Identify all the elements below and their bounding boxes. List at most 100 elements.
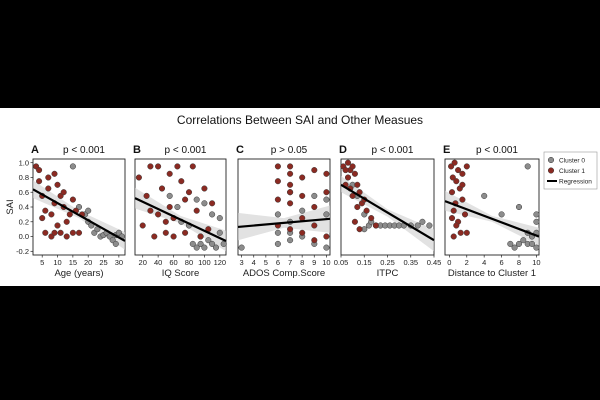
- cluster-1-point: [354, 203, 361, 211]
- cluster-1-point: [185, 189, 193, 196]
- regression-line: [444, 200, 540, 238]
- figure: Correlations Between SAI and Other Measu…: [0, 108, 600, 286]
- cluster-1-point: [349, 192, 356, 199]
- cluster-1-point: [209, 200, 216, 207]
- cluster-1-point: [344, 174, 352, 181]
- cluster-0-point: [528, 240, 536, 247]
- cluster-1-point: [311, 237, 318, 244]
- cluster-1-point: [449, 174, 456, 181]
- cluster-1-point: [60, 189, 67, 196]
- cluster-1-point: [299, 192, 306, 199]
- cluster-1-point: [143, 192, 150, 199]
- panel-letter: E: [443, 144, 450, 156]
- x-tick-label: 60: [169, 258, 177, 267]
- cluster-0-point: [166, 192, 173, 199]
- cluster-1-point: [463, 229, 470, 236]
- regression-line: [237, 217, 331, 229]
- regression-line: [134, 197, 227, 242]
- cluster-1-point: [311, 222, 318, 229]
- x-tick-label: 120: [214, 258, 227, 267]
- panel-letter: A: [31, 144, 39, 156]
- p-value-label: p > 0.05: [271, 145, 308, 156]
- p-value-label: p < 0.001: [165, 145, 207, 156]
- cluster-1-point: [448, 215, 456, 222]
- x-tick-label: 4: [252, 258, 256, 267]
- x-tick-label: 10: [322, 258, 330, 267]
- cluster-1-point: [42, 207, 49, 214]
- panel-letter: B: [133, 144, 141, 156]
- cluster-1-point: [75, 229, 83, 236]
- p-value-label: p < 0.001: [372, 145, 414, 156]
- cluster-1-point: [39, 215, 46, 222]
- panel-d: 0.05 0.15 0.25 0.35 0.45 ITPC p < 0.001 D: [334, 144, 442, 279]
- cluster-1-point: [323, 189, 330, 196]
- cluster-1-point: [63, 218, 70, 225]
- cluster-1-point: [274, 196, 281, 203]
- cluster-0-point: [533, 211, 540, 218]
- cluster-1-point: [287, 163, 294, 170]
- cluster-1-point: [463, 163, 470, 170]
- x-tick-label: 40: [154, 258, 162, 267]
- cluster-1-point: [344, 159, 352, 166]
- cluster-1-point: [356, 226, 363, 233]
- x-tick-label: 3: [240, 258, 244, 267]
- cluster-1-point: [147, 163, 154, 170]
- cluster-1-point: [448, 189, 456, 196]
- cluster-1-point: [54, 181, 61, 188]
- cluster-1-point: [63, 233, 70, 240]
- cluster-0-point: [216, 229, 223, 236]
- cluster-0-point: [85, 207, 92, 214]
- cluster-0-point: [69, 163, 76, 170]
- x-tick-label: 0.15: [357, 258, 372, 267]
- cluster-1-point: [299, 174, 306, 181]
- p-value-label: p < 0.001: [476, 145, 518, 156]
- cluster-1-point: [274, 178, 281, 185]
- x-tick-label: 8: [517, 258, 521, 267]
- x-tick-label: 100: [198, 258, 211, 267]
- cluster-1-point: [287, 226, 294, 233]
- cluster-1-point: [372, 222, 379, 229]
- cluster-0-point: [323, 196, 330, 203]
- cluster-1-point: [287, 181, 294, 188]
- x-tick-label: 5: [40, 258, 44, 267]
- cluster-0-point: [238, 244, 245, 251]
- legend-marker-cluster-0: [547, 156, 555, 164]
- cluster-1-point: [453, 178, 460, 185]
- x-axis-label: Age (years): [54, 268, 103, 279]
- cluster-0-point: [533, 244, 540, 251]
- y-tick-label: 0.8: [19, 173, 29, 182]
- cluster-1-point: [166, 203, 173, 211]
- cluster-1-point: [201, 185, 208, 192]
- cluster-0-point: [524, 163, 531, 170]
- cluster-1-point: [311, 167, 318, 174]
- x-tick-label: 30: [115, 258, 123, 267]
- x-tick-label: 0.25: [380, 258, 395, 267]
- cluster-1-point: [155, 211, 162, 218]
- cluster-1-point: [323, 170, 330, 177]
- cluster-1-point: [193, 207, 200, 214]
- x-tick-label: 20: [139, 258, 147, 267]
- cluster-1-point: [299, 229, 306, 236]
- cluster-1-point: [51, 170, 58, 177]
- x-tick-label: 0.45: [427, 258, 442, 267]
- cluster-1-point: [45, 174, 52, 181]
- cluster-1-point: [178, 178, 185, 185]
- panel-letter: D: [339, 144, 347, 156]
- x-tick-label: 6: [276, 258, 280, 267]
- x-tick-label: 7: [288, 258, 292, 267]
- cluster-0-point: [515, 203, 523, 211]
- cluster-1-point: [45, 185, 52, 192]
- cluster-1-point: [457, 229, 464, 236]
- legend-marker-cluster-1: [547, 167, 555, 174]
- y-tick-label: -0.2: [16, 247, 29, 256]
- cluster-0-point: [299, 207, 306, 214]
- cluster-1-point: [459, 196, 466, 203]
- regression-line: [32, 188, 126, 242]
- x-tick-label: 25: [99, 258, 107, 267]
- cluster-1-point: [351, 218, 358, 225]
- cluster-0-point: [112, 240, 119, 247]
- cluster-0-point: [220, 240, 227, 247]
- cluster-1-point: [69, 196, 76, 203]
